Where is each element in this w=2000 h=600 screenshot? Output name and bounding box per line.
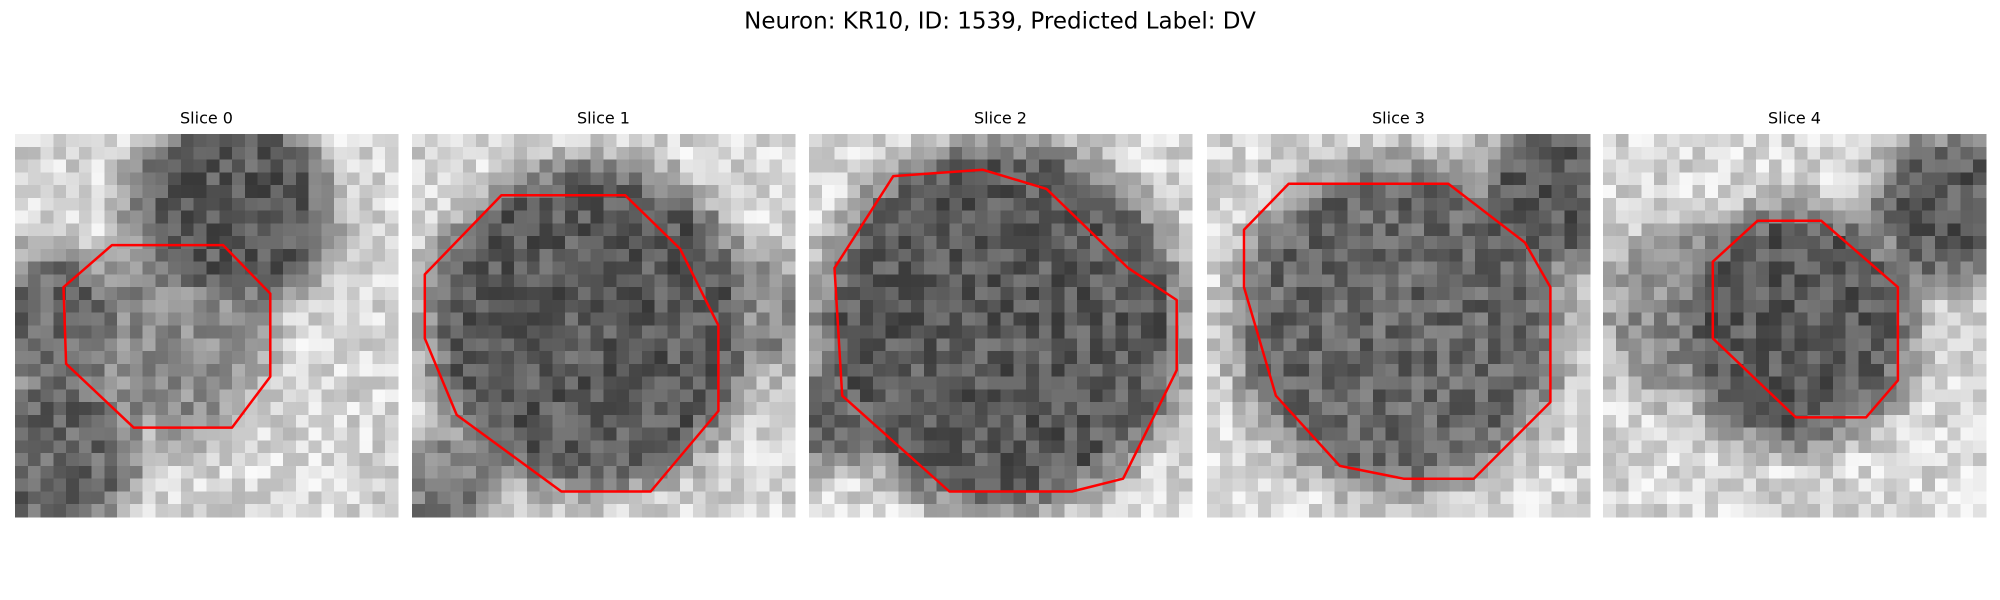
roi-contour	[62, 243, 272, 429]
slice-image	[412, 134, 796, 518]
slice-title: Slice 3	[1372, 109, 1425, 128]
slice-title: Slice 1	[577, 109, 630, 128]
slice-title: Slice 4	[1768, 109, 1821, 128]
slice-panel: Slice 0	[15, 109, 399, 518]
roi-contour	[833, 168, 1178, 493]
slice-image	[1207, 134, 1591, 518]
slice-panel: Slice 3	[1207, 109, 1591, 518]
roi-contour	[1242, 182, 1552, 480]
slice-image	[809, 134, 1193, 518]
figure-title: Neuron: KR10, ID: 1539, Predicted Label:…	[744, 9, 1256, 35]
slice-panel: Slice 2	[809, 109, 1193, 518]
roi-contour	[1711, 219, 1900, 419]
roi-contour	[423, 194, 720, 493]
slice-panel: Slice 1	[412, 109, 796, 518]
slice-image	[15, 134, 399, 518]
slice-panel: Slice 4	[1603, 109, 1987, 518]
slice-image	[1603, 134, 1987, 518]
slice-title: Slice 2	[974, 109, 1027, 128]
slice-title: Slice 0	[180, 109, 233, 128]
